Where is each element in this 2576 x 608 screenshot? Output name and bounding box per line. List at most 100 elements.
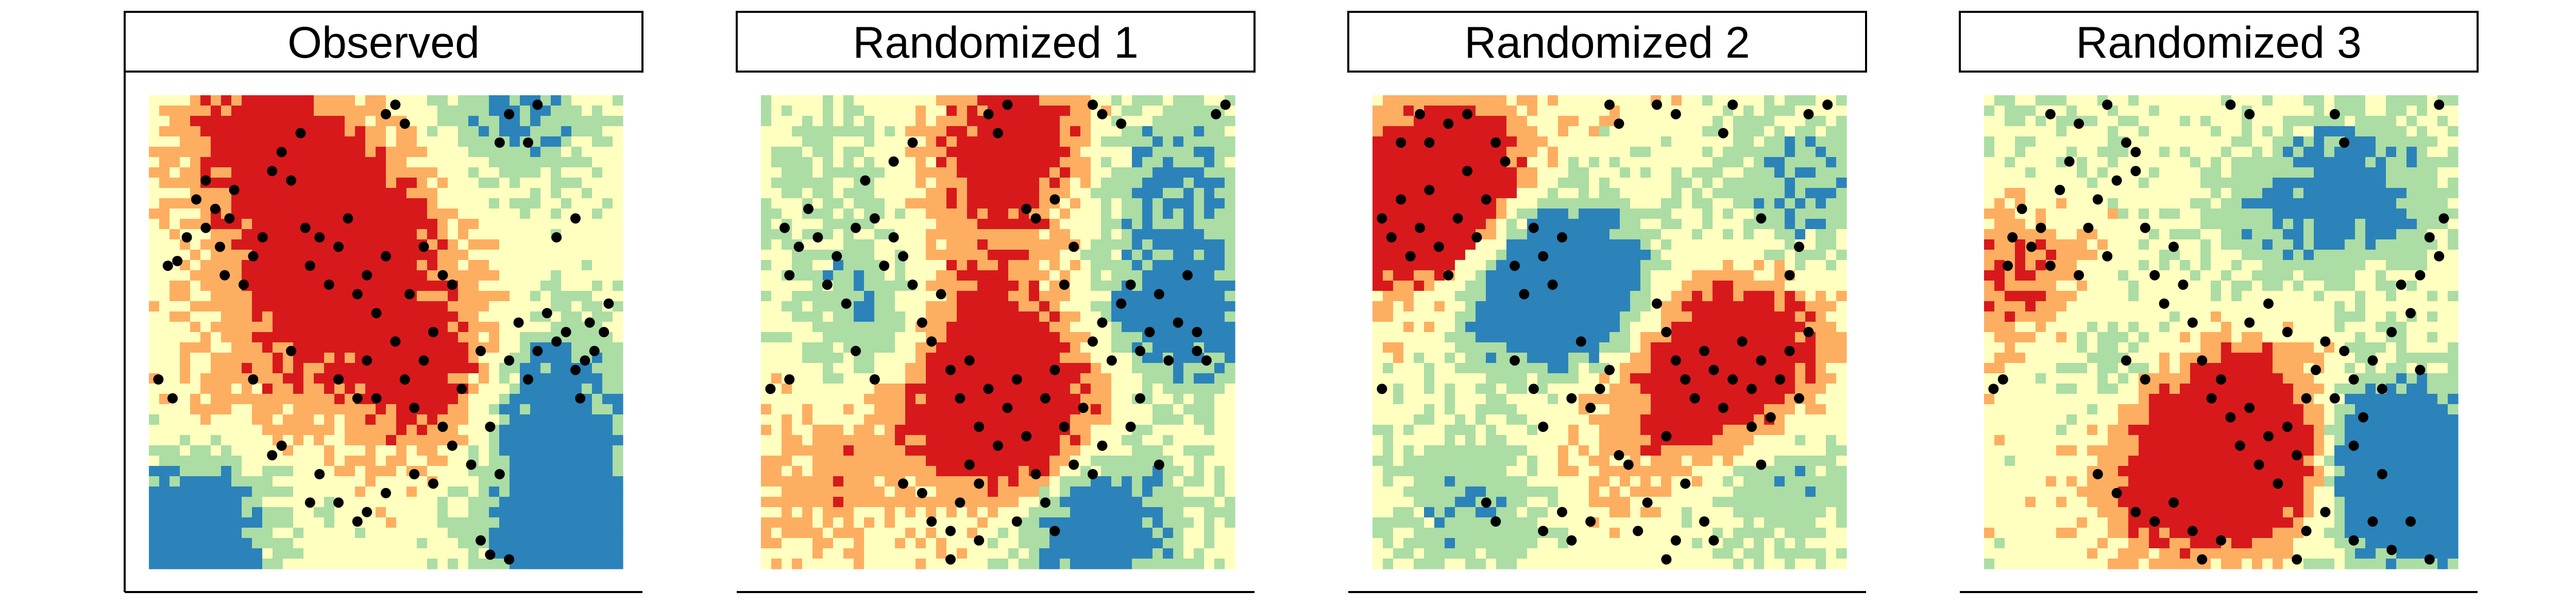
raster-cell xyxy=(252,363,263,374)
raster-cell xyxy=(771,342,782,353)
raster-cell xyxy=(1194,301,1205,312)
raster-cell xyxy=(170,219,180,230)
raster-cell xyxy=(499,487,510,497)
raster-cell xyxy=(345,435,355,446)
raster-cell xyxy=(1774,198,1785,209)
raster-cell xyxy=(792,476,803,487)
raster-cell xyxy=(582,198,592,209)
raster-cell xyxy=(190,178,201,188)
raster-cell xyxy=(355,239,366,250)
raster-cell xyxy=(1225,219,1235,230)
raster-cell xyxy=(1496,116,1507,127)
raster-cell xyxy=(1558,106,1569,116)
raster-cell xyxy=(1403,167,1414,178)
raster-cell xyxy=(582,178,592,188)
raster-cell xyxy=(159,363,170,374)
raster-cell xyxy=(417,497,428,508)
raster-cell xyxy=(1080,157,1091,168)
raster-cell xyxy=(334,548,345,559)
raster-cell xyxy=(916,291,926,302)
raster-cell xyxy=(1568,116,1579,127)
raster-cell xyxy=(761,106,772,116)
raster-cell xyxy=(396,198,407,209)
raster-cell xyxy=(1795,209,1806,219)
raster-cell xyxy=(314,384,325,394)
raster-cell xyxy=(1070,219,1081,230)
raster-cell xyxy=(334,456,345,466)
raster-cell xyxy=(957,559,968,569)
raster-cell xyxy=(1403,219,1414,230)
raster-cell xyxy=(1486,219,1497,230)
raster-cell xyxy=(1080,229,1091,240)
raster-cell xyxy=(998,528,1009,538)
raster-cell xyxy=(782,435,792,446)
raster-cell xyxy=(262,404,273,415)
raster-cell xyxy=(551,373,562,384)
raster-cell xyxy=(1111,106,1122,116)
raster-cell xyxy=(823,538,834,549)
raster-cell xyxy=(170,384,180,394)
raster-cell xyxy=(1142,528,1153,538)
raster-cell xyxy=(1579,147,1589,158)
raster-cell xyxy=(1194,260,1205,271)
raster-cell xyxy=(592,507,603,518)
raster-cell xyxy=(1153,229,1163,240)
raster-cell xyxy=(386,528,397,538)
raster-cell xyxy=(458,167,469,178)
raster-cell xyxy=(1702,209,1713,219)
panel-randomized-1: Randomized 1 xyxy=(736,11,1256,593)
raster-cell xyxy=(854,260,865,271)
raster-cell xyxy=(1785,136,1795,147)
raster-cell xyxy=(1486,167,1497,178)
raster-cell xyxy=(998,219,1009,230)
raster-cell xyxy=(1194,497,1205,508)
raster-cell xyxy=(916,250,926,260)
raster-cell xyxy=(1142,281,1153,291)
raster-cell xyxy=(149,476,160,487)
raster-cell xyxy=(1008,167,1019,178)
raster-cell xyxy=(823,466,834,477)
raster-cell xyxy=(1702,198,1713,209)
raster-cell xyxy=(520,147,531,158)
raster-cell xyxy=(1039,219,1050,230)
raster-cell xyxy=(1805,147,1816,158)
raster-cell xyxy=(1805,95,1816,106)
raster-cell xyxy=(592,311,603,322)
raster-cell xyxy=(833,517,844,528)
raster-cell xyxy=(417,332,428,343)
raster-cell xyxy=(1795,157,1806,168)
raster-cell xyxy=(149,456,160,466)
raster-cell xyxy=(1372,188,1383,199)
raster-cell xyxy=(437,188,448,199)
raster-cell xyxy=(592,188,603,199)
raster-cell xyxy=(1019,147,1029,158)
raster-cell xyxy=(283,209,294,219)
raster-cell xyxy=(1671,167,1682,178)
raster-cell xyxy=(365,136,376,147)
raster-cell xyxy=(417,507,428,518)
raster-cell xyxy=(159,198,170,209)
raster-cell xyxy=(1132,116,1143,127)
raster-cell xyxy=(571,559,582,569)
raster-cell xyxy=(792,219,803,230)
raster-cell xyxy=(314,260,325,271)
raster-cell xyxy=(365,219,376,230)
raster-cell xyxy=(561,291,572,302)
raster-cell xyxy=(1132,311,1143,322)
raster-cell xyxy=(448,363,459,374)
raster-cell xyxy=(771,353,782,363)
raster-cell xyxy=(771,548,782,559)
data-point xyxy=(1163,355,1174,366)
raster-cell xyxy=(468,528,479,538)
raster-cell xyxy=(1101,198,1112,209)
raster-cell xyxy=(417,126,428,137)
raster-cell xyxy=(1163,548,1174,559)
raster-cell xyxy=(957,136,968,147)
raster-cell xyxy=(1403,95,1414,106)
raster-cell xyxy=(771,157,782,168)
raster-cell xyxy=(1194,281,1205,291)
raster-cell xyxy=(1692,188,1703,199)
raster-cell xyxy=(1163,198,1174,209)
raster-cell xyxy=(252,188,263,199)
